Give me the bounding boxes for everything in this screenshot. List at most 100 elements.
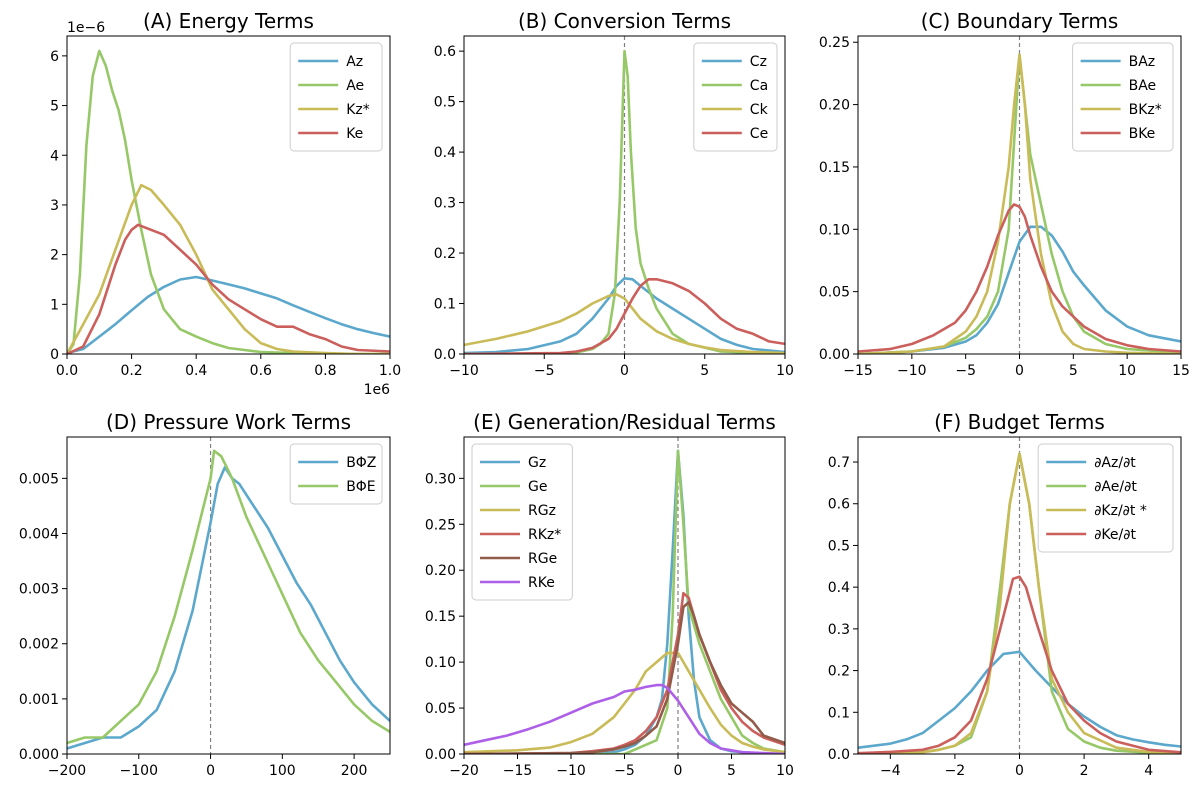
x-tick-label: −4 [880,763,901,779]
x-tick-label: 1.0 [379,363,401,379]
legend-box [289,42,383,152]
x-tick-label: −200 [48,763,86,779]
legend-label: BΦE [346,479,375,495]
y-tick-label: 0.5 [828,538,850,554]
plot-frame [66,35,391,355]
x-tick-label: 5 [700,363,709,379]
legend-label: Ck [750,102,769,118]
y-tick-label: 0.7 [828,455,850,471]
series-line-3 [464,591,785,754]
chart-panel-2: (C) Boundary Terms −15 −10 −5 0 5 10 15 0.00 0.05… [819,9,1190,379]
x-tick-label: 0.0 [56,363,78,379]
legend-label: BAe [1129,78,1157,94]
legend-label: Cz [750,54,767,70]
y-tick-label: 0.20 [819,98,850,114]
x-tick-label: −5 [534,363,555,379]
legend-label: Ce [750,126,768,142]
y-tick-label: 0.004 [19,526,59,542]
series-line-0 [464,277,785,354]
y-tick-label: 0.05 [819,285,850,301]
chart-title: (E) Generation/Residual Terms [473,410,776,434]
legend: BAz BAe BKz* BKe [1072,42,1174,152]
y-tick-label: 0.003 [19,582,59,598]
x-tick-label: −15 [843,363,873,379]
legend: Az Ae Kz* Ke [289,42,383,152]
y-tick-label: 0.3 [828,622,850,638]
x-tick-label: 0 [206,763,215,779]
legend-label: Ae [346,78,364,94]
legend: Gz Ge RGz RKz* RGe RKe [471,443,573,601]
x-tick-label: 0.8 [314,363,336,379]
y-tick-label: 0.20 [425,563,456,579]
series-line-3 [858,203,1181,353]
series-line-1 [67,49,390,354]
x-tick-label: 0 [1015,363,1024,379]
legend-label: RKe [528,575,555,591]
legend-label: BΦZ [346,455,376,471]
x-tick-label: 5 [1069,363,1078,379]
series-line-1 [464,449,785,754]
y-tick-label: 0.005 [19,471,59,487]
series-line-2 [858,452,1181,754]
y-tick-label: 6 [50,49,59,65]
legend-label: ∂Kz/∂t * [1094,503,1147,519]
y-tick-label: 0.5 [434,95,456,111]
y-tick-label: 1 [50,297,59,313]
y-tick-label: 0.4 [828,580,850,596]
x-tick-label: −10 [897,363,927,379]
y-tick-label: 0.2 [434,246,456,262]
chart-title: (B) Conversion Terms [518,9,731,33]
plot-frame [66,436,391,755]
legend: Cz Ca Ck Ce [693,42,778,152]
x-tick-label: 0 [1015,763,1024,779]
y-tick-label: 0.30 [425,471,456,487]
legend: ∂Az/∂t ∂Ae/∂t ∂Kz/∂t * ∂Ke/∂t [1037,443,1174,553]
y-tick-label: 5 [50,99,59,115]
x-tick-label: 10 [776,763,794,779]
x-offset-label: 1e6 [364,382,391,398]
legend-label: Ca [750,78,768,94]
y-tick-label: 0.6 [828,497,850,513]
x-tick-label: −5 [614,763,635,779]
y-tick-label: 0.0 [828,747,850,763]
x-tick-label: 10 [1118,363,1136,379]
chart-title: (A) Energy Terms [143,9,314,33]
y-tick-label: 0.6 [434,44,456,60]
chart-panel-1: (B) Conversion Terms −10 −5 0 5 10 0.0 0.1 0.2 0.… [434,9,794,379]
legend-label: ∂Ae/∂t [1094,479,1137,495]
y-tick-label: 0.2 [828,664,850,680]
series-line-2 [67,183,390,354]
legend-box [693,42,778,152]
x-tick-label: 200 [341,763,368,779]
y-tick-label: 0.05 [425,701,456,717]
legend-label: Az [346,54,363,70]
legend-label: BAz [1129,54,1156,70]
x-tick-label: 0.2 [120,363,142,379]
y-tick-label: 0.001 [19,692,59,708]
y-tick-label: 0.000 [19,747,59,763]
chart-panel-3: (D) Pressure Work Terms −200 −100 0 100 200 0.… [19,410,391,779]
x-tick-label: −100 [120,763,158,779]
y-offset-label: 1e−6 [67,20,105,36]
y-tick-label: 0.0 [434,347,456,363]
x-tick-label: −10 [449,363,479,379]
y-tick-label: 0.15 [819,160,850,176]
legend-label: ∂Ke/∂t [1094,527,1136,543]
y-tick-label: 0.00 [425,747,456,763]
legend-label: Kz* [346,102,370,118]
series-line-5 [464,683,785,754]
legend-box [471,443,573,601]
y-tick-label: 0.00 [819,347,850,363]
x-tick-label: −5 [955,363,976,379]
x-tick-label: 5 [727,763,736,779]
chart-panel-5: (F) Budget Terms −4 −2 0 2 4 0.0 0.1 0.2 0.3 0.4 0.… [828,410,1182,779]
series-line-3 [67,223,390,354]
legend-label: ∂Az/∂t [1094,455,1136,471]
x-tick-label: 0 [620,363,629,379]
series-line-3 [858,575,1181,754]
x-tick-label: 0 [674,763,683,779]
legend-label: Gz [528,455,546,471]
x-tick-label: 4 [1144,763,1153,779]
series-line-3 [464,278,785,354]
